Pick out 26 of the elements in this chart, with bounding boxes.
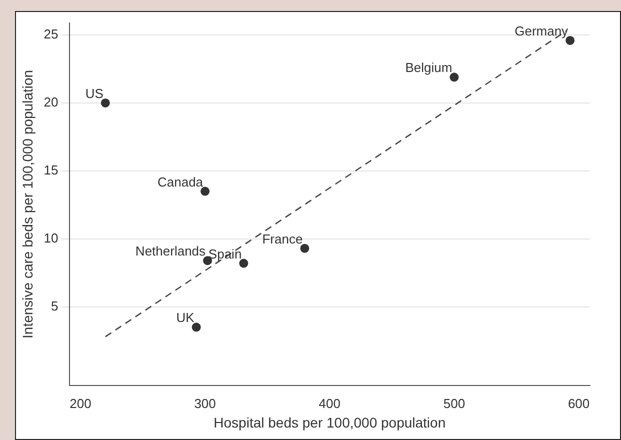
y-tick-label: 20 <box>44 94 58 110</box>
point <box>239 258 248 268</box>
annotation: Canada <box>158 174 204 190</box>
x-tick-label: 400 <box>318 396 340 411</box>
point <box>192 322 201 332</box>
x-tick-label: 600 <box>568 396 590 411</box>
x-tick-label: 200 <box>70 396 92 411</box>
annotation: Belgium <box>405 60 452 76</box>
x-tick-label: 300 <box>194 396 216 411</box>
annotation: Spain <box>208 246 242 262</box>
point <box>100 98 110 108</box>
point <box>450 72 459 82</box>
annotation: Germany <box>514 24 569 39</box>
x-tick-label: 500 <box>443 396 466 411</box>
y-tick-label: 25 <box>44 26 58 42</box>
annotation: UK <box>176 310 195 326</box>
y-tick-label: 15 <box>44 162 58 178</box>
annotation: US <box>85 86 104 102</box>
y-tick-label: 10 <box>44 230 58 246</box>
point <box>200 186 210 196</box>
y-tick-label: 5 <box>51 298 58 314</box>
annotation: Netherlands <box>135 244 206 259</box>
y-axis-title: Intensive care beds per 100,000 population <box>19 70 36 338</box>
x-axis-title: Hospital beds per 100,000 population <box>214 414 446 430</box>
annotation: France <box>262 231 303 246</box>
point <box>300 244 310 253</box>
